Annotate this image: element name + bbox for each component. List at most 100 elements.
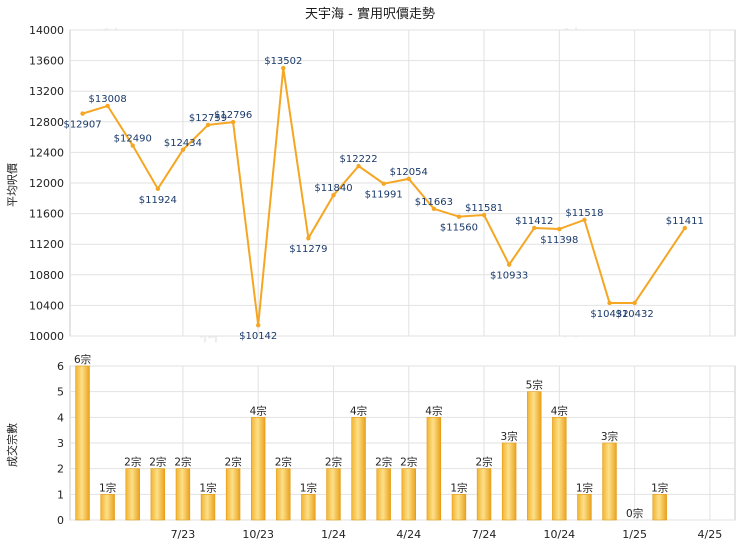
volume-bar [75, 365, 90, 521]
price-point [356, 163, 361, 169]
price-tick-label: 12400 [29, 146, 64, 159]
price-point [306, 235, 311, 241]
volume-bar [251, 417, 266, 521]
volume-bar [376, 468, 391, 521]
volume-bar-chart: 0 1 2 3 4 5 6 7/23 10/23 1/24 4/24 7/24 10/24 1/25 4/2… [57, 353, 736, 541]
price-point [431, 206, 437, 211]
price-data-label: $11412 [515, 216, 553, 227]
volume-data-label: 0宗 [626, 507, 643, 520]
price-point [130, 143, 135, 148]
price-point [506, 262, 512, 267]
price-data-label: $11840 [314, 183, 352, 194]
price-data-label: $11518 [565, 208, 603, 219]
price-data-label: $11398 [540, 235, 578, 246]
volume-bar [426, 417, 442, 521]
volume-data-label: 2宗 [325, 456, 342, 469]
volume-bar [200, 494, 216, 521]
price-point [582, 217, 587, 223]
volume-bar [351, 417, 366, 521]
price-data-label: $10142 [239, 331, 277, 342]
volume-bar [150, 468, 166, 521]
volume-bar [602, 442, 617, 521]
price-point [532, 225, 537, 231]
price-tick-label: 14000 [29, 24, 64, 37]
volume-bar [476, 468, 492, 521]
volume-data-label: 1宗 [651, 481, 668, 494]
price-data-label: $10933 [490, 271, 528, 282]
chart-title: 天宇海 - 實用呎價走勢 [305, 6, 435, 22]
volume-data-label: 4宗 [425, 404, 442, 417]
volume-axis-label: 成交宗數 [5, 423, 19, 467]
price-data-label: $11560 [440, 223, 478, 234]
price-point [331, 193, 336, 198]
price-tick-label: 12000 [29, 177, 64, 190]
price-data-label: $13008 [89, 94, 127, 105]
x-tick-label: 1/24 [321, 528, 346, 541]
price-point [155, 186, 161, 192]
price-data-label: $12222 [339, 154, 377, 165]
price-point [205, 122, 211, 128]
x-tick-label: 4/24 [396, 528, 421, 541]
price-point [80, 111, 85, 116]
price-data-label: $10432 [616, 309, 654, 320]
price-data-label: $11279 [289, 244, 327, 255]
price-point [281, 65, 286, 71]
volume-bar [577, 494, 592, 521]
volume-data-label: 1宗 [450, 481, 467, 494]
volume-bar [100, 494, 115, 521]
price-tick-label: 11200 [29, 238, 64, 251]
x-tick-label: 7/24 [472, 528, 497, 541]
volume-data-label: 1宗 [199, 481, 216, 494]
x-tick-label: 7/23 [171, 528, 196, 541]
volume-bar [175, 468, 191, 521]
price-point [256, 322, 261, 328]
volume-bar [225, 468, 241, 521]
x-tick-label: 1/25 [622, 528, 647, 541]
price-data-label: $12796 [214, 110, 252, 121]
price-data-label: $12490 [114, 134, 152, 145]
volume-data-label: 6宗 [74, 353, 91, 366]
price-tick-label: 10800 [29, 269, 64, 282]
volume-data-label: 4宗 [551, 404, 568, 417]
price-axis-label: 平均呎價 [5, 163, 19, 207]
volume-bar [301, 494, 316, 521]
volume-data-label: 1宗 [99, 481, 116, 494]
volume-bar [125, 468, 140, 521]
price-point [105, 103, 110, 109]
volume-bar [652, 494, 667, 521]
volume-data-label: 2宗 [174, 456, 191, 469]
volume-data-label: 2宗 [225, 456, 242, 469]
price-series-line [82, 67, 686, 326]
price-tick-label: 10400 [29, 299, 64, 312]
price-point [632, 300, 637, 306]
volume-tick-label: 4 [57, 411, 64, 424]
price-data-label: $12759 [189, 113, 227, 124]
volume-data-label: 2宗 [375, 456, 392, 469]
volume-bar [501, 442, 517, 521]
volume-data-label: 2宗 [149, 456, 166, 469]
volume-bar [276, 468, 291, 521]
price-data-label: $10432 [590, 309, 628, 320]
price-data-label: $11663 [415, 197, 453, 208]
x-tick-label: 10/24 [543, 528, 575, 541]
volume-data-label: 2宗 [475, 456, 492, 469]
price-data-label: $13502 [264, 56, 302, 67]
volume-bar [552, 417, 567, 521]
price-line-chart: 10000 10400 10800 11200 11600 12000 12400 12800… [29, 24, 736, 343]
volume-tick-label: 2 [57, 463, 64, 476]
volume-tick-label: 5 [57, 386, 64, 399]
price-point [607, 300, 612, 306]
x-tick-label: 4/25 [698, 528, 723, 541]
volume-data-label: 4宗 [250, 404, 267, 417]
volume-data-label: 5宗 [526, 379, 543, 392]
price-point [406, 176, 411, 182]
price-data-label: $12434 [164, 138, 202, 149]
volume-tick-label: 3 [57, 437, 64, 450]
volume-tick-label: 1 [57, 488, 64, 501]
price-data-label: $11991 [365, 190, 403, 201]
volume-bar [527, 391, 542, 521]
volume-tick-label: 6 [57, 360, 64, 373]
volume-bar [326, 468, 341, 521]
volume-tick-label: 0 [57, 514, 64, 527]
